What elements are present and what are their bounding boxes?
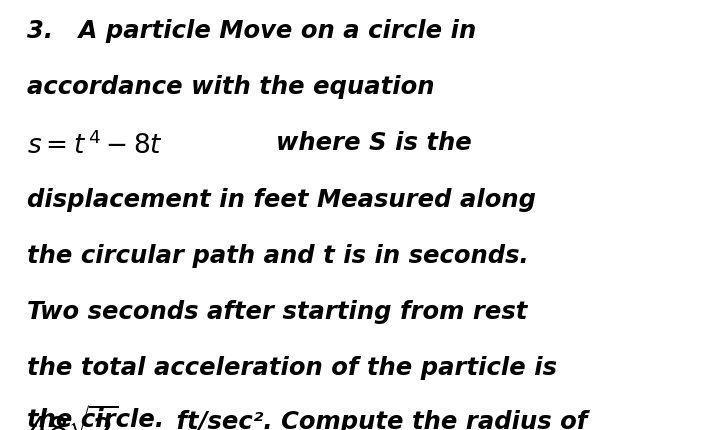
Text: Two seconds after starting from rest: Two seconds after starting from rest [27, 300, 528, 324]
Text: the total acceleration of the particle is: the total acceleration of the particle i… [27, 356, 557, 380]
Text: the circular path and t is in seconds.: the circular path and t is in seconds. [27, 244, 529, 268]
Text: displacement in feet Measured along: displacement in feet Measured along [27, 188, 536, 212]
Text: where S is the: where S is the [276, 131, 472, 155]
Text: ft/sec². Compute the radius of: ft/sec². Compute the radius of [168, 410, 587, 430]
Text: the circle.: the circle. [27, 408, 164, 430]
Text: $s = t^{\,4} - 8t$: $s = t^{\,4} - 8t$ [27, 131, 163, 160]
Text: accordance with the equation: accordance with the equation [27, 75, 435, 99]
Text: 3.   A particle Move on a circle in: 3. A particle Move on a circle in [27, 19, 477, 43]
Text: $48\sqrt{2}$: $48\sqrt{2}$ [27, 408, 120, 430]
